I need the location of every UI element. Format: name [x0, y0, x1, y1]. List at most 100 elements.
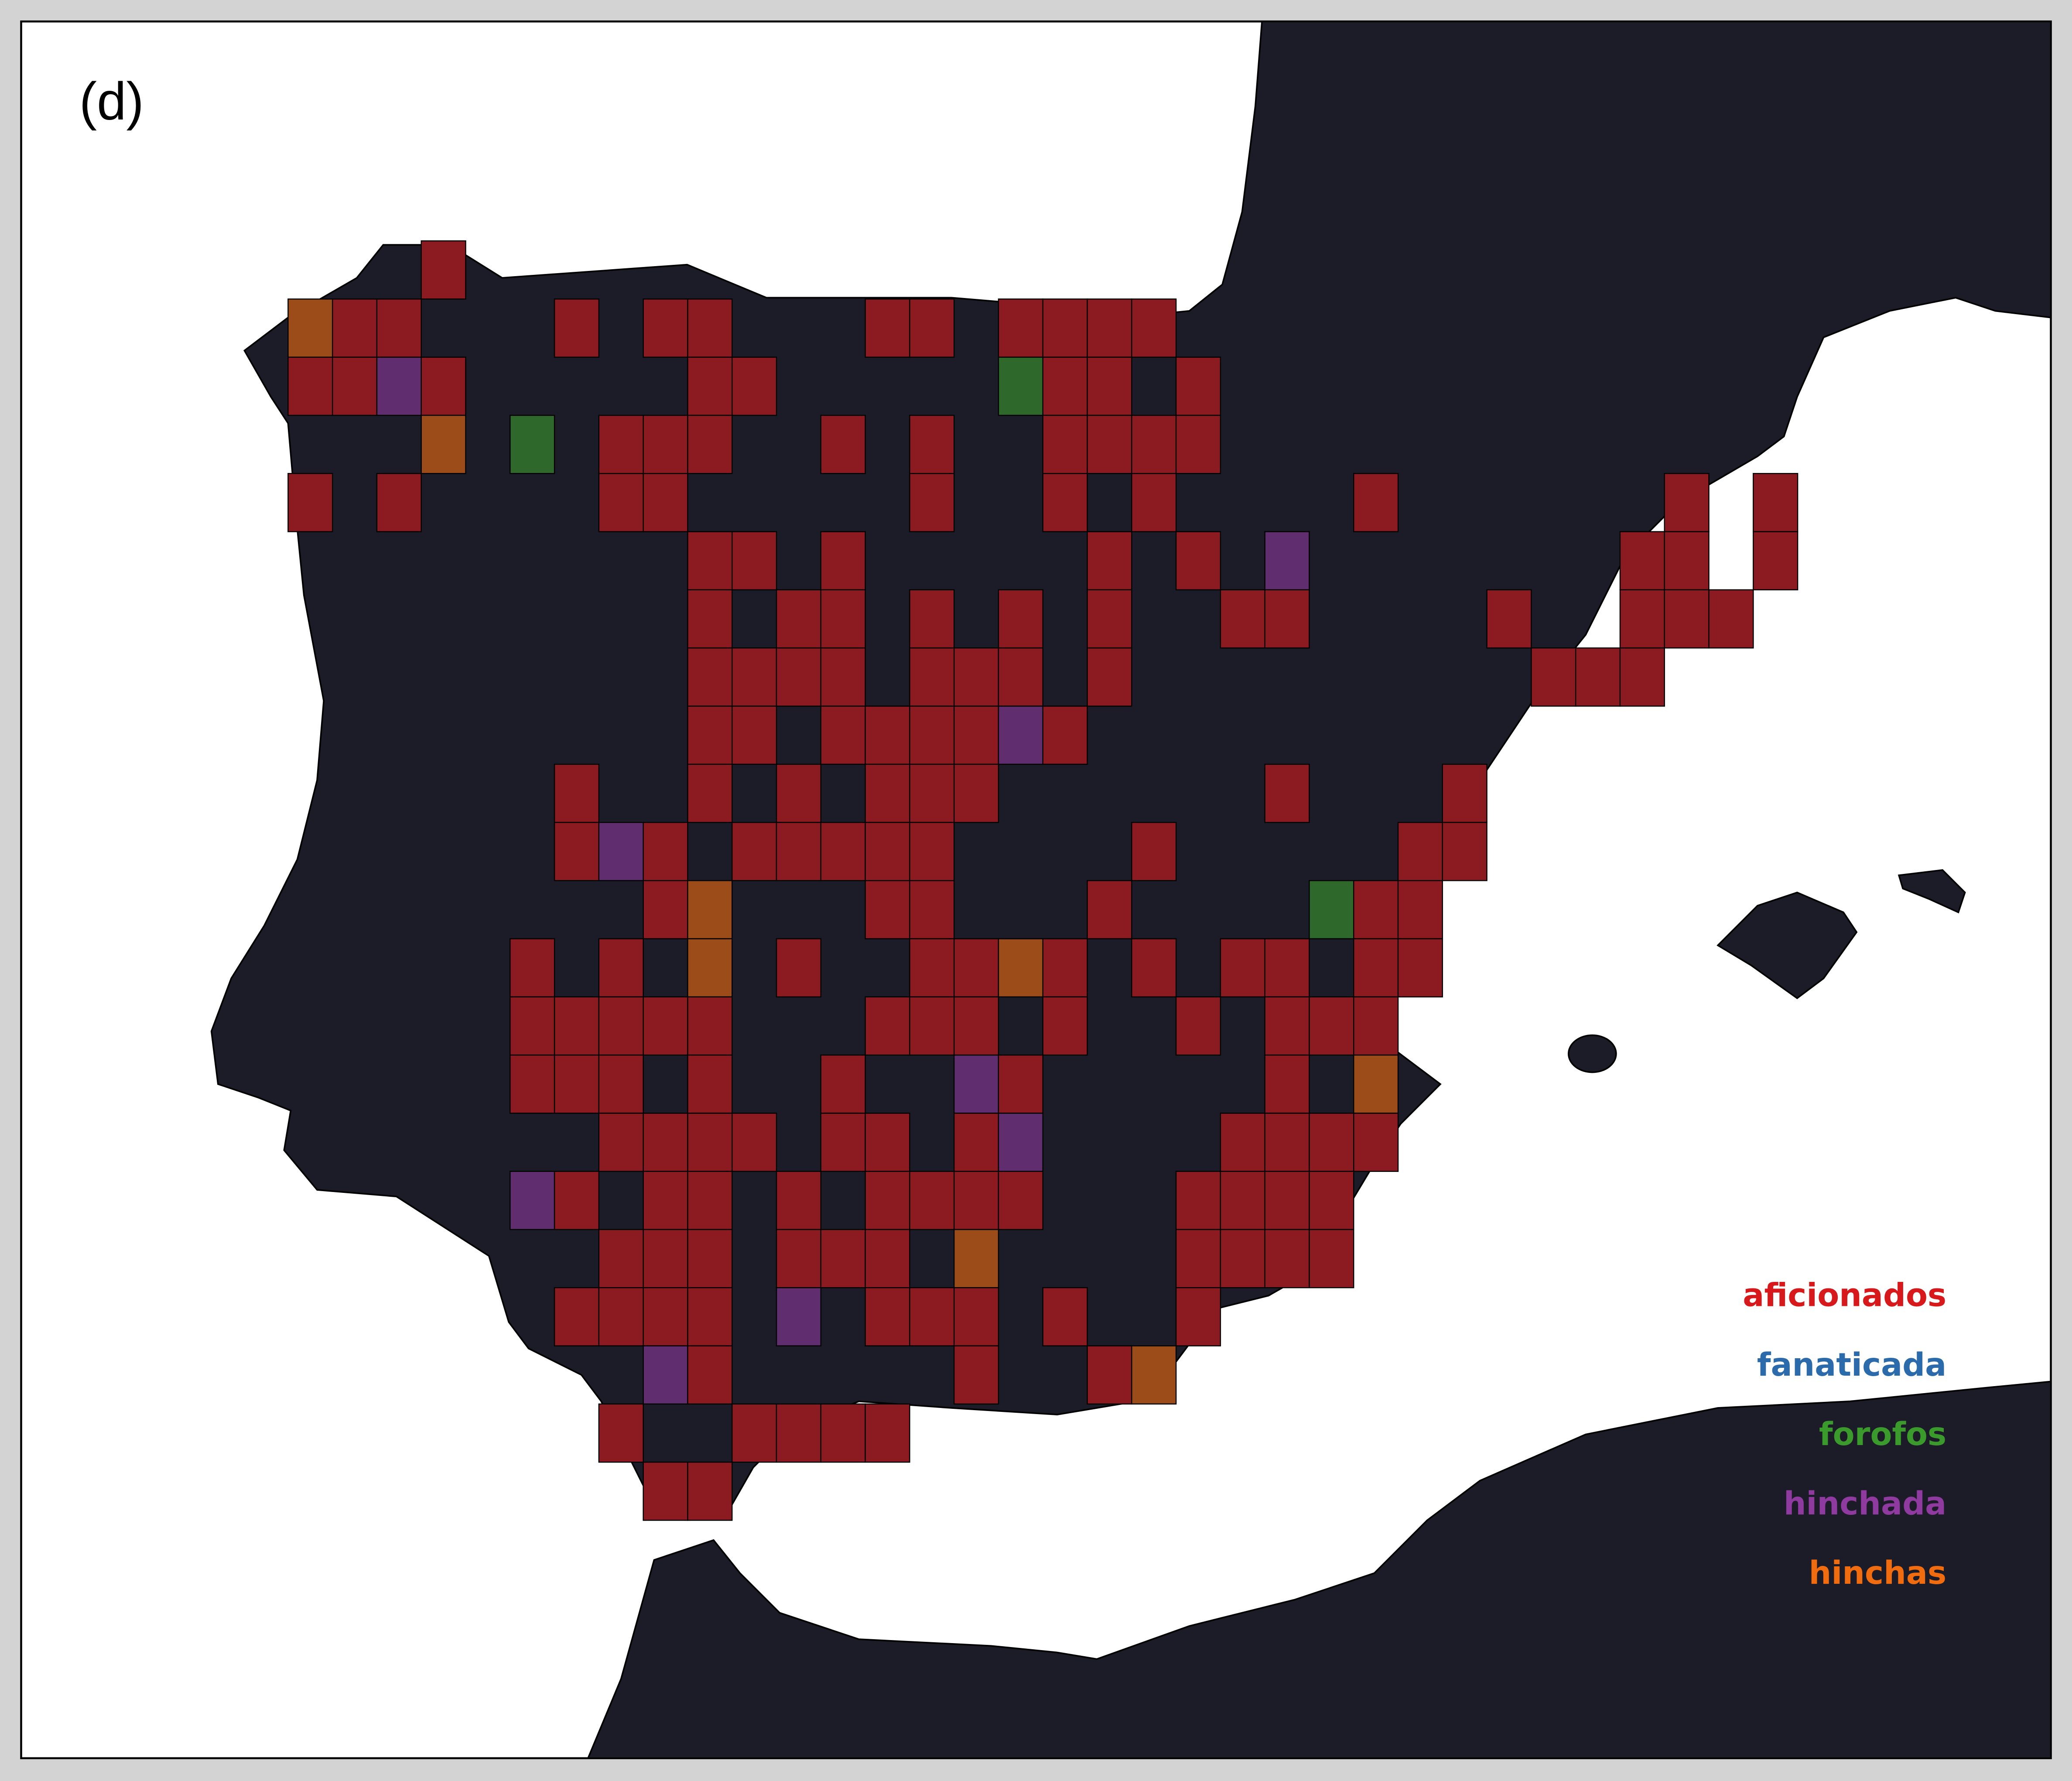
grid-cell	[1087, 647, 1132, 707]
grid-cell	[998, 1171, 1043, 1230]
grid-cell	[865, 298, 910, 358]
grid-cell	[287, 298, 333, 358]
grid-cell	[998, 706, 1043, 765]
panel-label: (d)	[79, 71, 144, 130]
grid-cell	[1175, 356, 1221, 416]
grid-cell	[865, 880, 910, 939]
grid-cell	[598, 1054, 644, 1114]
grid-cell	[865, 706, 910, 765]
grid-cell	[1531, 647, 1576, 707]
grid-cell	[865, 1229, 910, 1288]
grid-cell	[1309, 1229, 1354, 1288]
ibiza	[1568, 1034, 1617, 1073]
grid-cell	[1309, 996, 1354, 1056]
grid-cell	[1131, 822, 1177, 881]
grid-cell	[1397, 938, 1443, 998]
grid-cell	[598, 414, 644, 474]
grid-cell	[953, 938, 999, 998]
grid-cell	[909, 589, 955, 649]
legend-entry: aficionados	[1743, 1278, 1946, 1314]
grid-cell	[643, 880, 688, 939]
grid-cell	[909, 996, 955, 1056]
grid-cell	[598, 473, 644, 532]
grid-cell	[687, 589, 733, 649]
grid-cell	[776, 589, 822, 649]
grid-cell	[1619, 647, 1665, 707]
grid-cell	[1175, 1287, 1221, 1346]
grid-cell	[820, 531, 866, 591]
grid-cell	[820, 1054, 866, 1114]
grid-cell	[643, 1461, 688, 1521]
grid-cell	[1087, 880, 1132, 939]
grid-cell	[1353, 880, 1399, 939]
grid-cell	[1131, 298, 1177, 358]
grid-cell	[687, 298, 733, 358]
grid-cell	[421, 240, 466, 300]
grid-cell	[1175, 531, 1221, 591]
grid-cell	[509, 414, 555, 474]
grid-cell	[1619, 531, 1665, 591]
grid-cell	[953, 1287, 999, 1346]
grid-cell	[598, 1403, 644, 1463]
grid-cell	[998, 298, 1043, 358]
grid-cell	[1175, 414, 1221, 474]
grid-cell	[820, 1229, 866, 1288]
grid-cell	[1753, 531, 1798, 591]
grid-cell	[998, 938, 1043, 998]
grid-cell	[509, 996, 555, 1056]
grid-cell	[1442, 764, 1487, 823]
grid-cell	[1264, 1113, 1310, 1172]
grid-cell	[687, 938, 733, 998]
grid-cell	[732, 531, 777, 591]
grid-cell	[1042, 473, 1088, 532]
legend: aficionados fanaticada forofos hinchada hinc…	[1743, 1278, 1946, 1592]
grid-cell	[687, 531, 733, 591]
grid-cell	[687, 1054, 733, 1114]
grid-cell	[909, 473, 955, 532]
grid-cell	[820, 1113, 866, 1172]
grid-cell	[998, 589, 1043, 649]
grid-cell	[643, 822, 688, 881]
grid-cell	[643, 1113, 688, 1172]
grid-cell	[776, 1229, 822, 1288]
grid-cell	[509, 938, 555, 998]
grid-cell	[687, 1171, 733, 1230]
grid-cell	[1664, 589, 1710, 649]
grid-cell	[953, 1229, 999, 1288]
grid-cell	[1087, 298, 1132, 358]
grid-cell	[687, 1287, 733, 1346]
grid-cell	[1619, 589, 1665, 649]
grid-cell	[332, 298, 378, 358]
grid-cell	[776, 822, 822, 881]
grid-cell	[732, 822, 777, 881]
grid-cell	[287, 473, 333, 532]
grid-cell	[1042, 1287, 1088, 1346]
grid-cell	[865, 1403, 910, 1463]
grid-cell	[1220, 1229, 1265, 1288]
grid-cell	[732, 706, 777, 765]
grid-cell	[1042, 414, 1088, 474]
grid-cell	[1575, 647, 1621, 707]
grid-cell	[776, 647, 822, 707]
grid-cell	[687, 1461, 733, 1521]
grid-cell	[820, 822, 866, 881]
grid-cell	[1309, 880, 1354, 939]
grid-cell	[1664, 473, 1710, 532]
grid-cell	[865, 1171, 910, 1230]
grid-cell	[1087, 589, 1132, 649]
grid-cell	[820, 1403, 866, 1463]
grid-cell	[687, 880, 733, 939]
grid-cell	[598, 1287, 644, 1346]
grid-cell	[643, 996, 688, 1056]
grid-cell	[776, 938, 822, 998]
grid-cell	[598, 938, 644, 998]
legend-entry: fanaticada	[1757, 1347, 1946, 1384]
grid-cell	[1708, 589, 1754, 649]
grid-cell	[643, 414, 688, 474]
grid-cell	[732, 647, 777, 707]
grid-cell	[1042, 938, 1088, 998]
grid-cell	[687, 764, 733, 823]
grid-cell	[865, 822, 910, 881]
grid-cell	[1353, 473, 1399, 532]
